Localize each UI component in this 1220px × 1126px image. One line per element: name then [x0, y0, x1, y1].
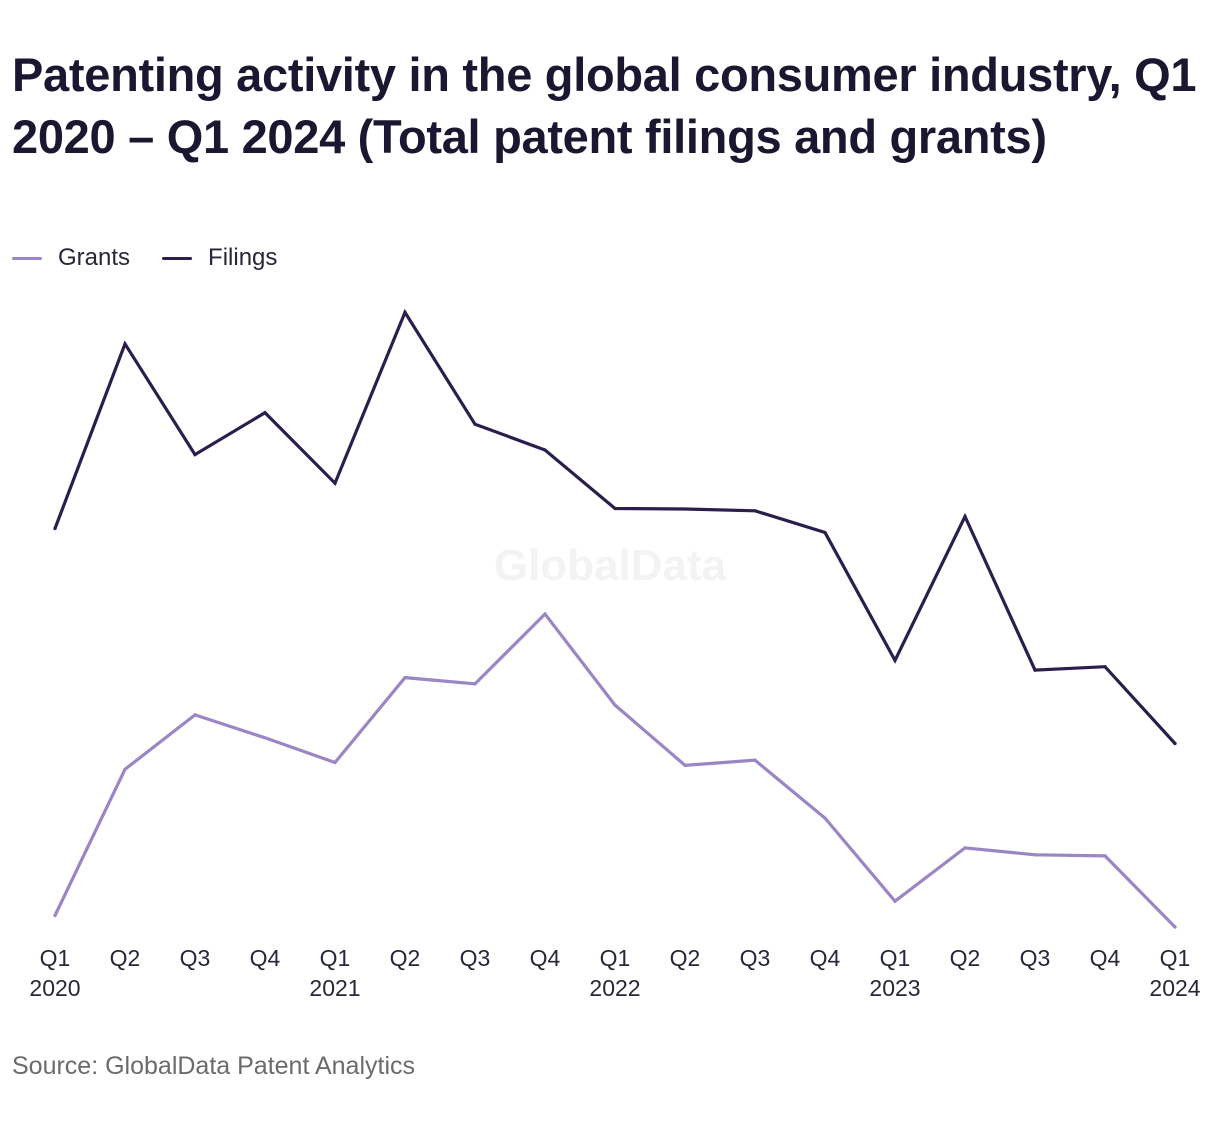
data-point-grants-1	[123, 767, 127, 771]
x-tick-label: Q1	[880, 945, 911, 971]
x-tick-label: Q2	[110, 945, 141, 971]
data-point-filings-6	[473, 422, 477, 426]
x-tick-year-label: 2020	[29, 975, 80, 1001]
data-point-grants-6	[473, 682, 477, 686]
source-note: Source: GlobalData Patent Analytics	[12, 1052, 416, 1080]
data-point-filings-2	[193, 452, 197, 457]
legend-swatch-filings	[162, 256, 193, 260]
x-tick-label: Q3	[460, 945, 491, 971]
series-line-grants	[53, 611, 1177, 929]
data-point-filings-12	[893, 658, 897, 662]
x-tick-label: Q2	[390, 945, 421, 971]
data-point-filings-16	[1173, 741, 1177, 746]
data-point-filings-4	[333, 481, 337, 485]
data-point-filings-14	[1033, 668, 1037, 672]
data-point-filings-15	[1103, 665, 1107, 669]
data-point-filings-5	[403, 310, 407, 314]
data-point-grants-15	[1103, 854, 1107, 858]
x-tick-year-label: 2023	[869, 975, 920, 1001]
legend-item-filings: Filings	[162, 244, 277, 272]
data-point-filings-8	[613, 506, 617, 511]
x-tick-label: Q4	[1090, 945, 1121, 971]
legend-label-filings: Filings	[208, 244, 278, 271]
data-point-filings-10	[753, 509, 757, 513]
data-point-grants-3	[263, 736, 267, 740]
data-point-grants-5	[403, 676, 407, 680]
legend-item-grants: Grants	[12, 244, 130, 272]
data-point-grants-10	[753, 758, 757, 762]
watermark: GlobalData	[494, 541, 727, 590]
x-tick-label: Q4	[250, 945, 281, 971]
x-tick-label: Q3	[180, 945, 211, 971]
x-tick-label: Q1	[1160, 945, 1191, 971]
data-point-filings-7	[543, 448, 547, 452]
x-tick-year-label: 2024	[1149, 975, 1200, 1001]
data-point-grants-9	[683, 763, 687, 767]
data-point-filings-13	[963, 514, 967, 519]
series-line-filings	[53, 308, 1177, 746]
x-tick-label: Q2	[950, 945, 981, 971]
data-point-filings-3	[263, 411, 267, 415]
x-tick-label: Q4	[530, 945, 561, 971]
x-tick-label: Q3	[1020, 945, 1051, 971]
legend-swatch-grants	[12, 256, 42, 260]
chart-area: GlobalData Q1 2020 Q2 Q3 Q4 Q1 2021 Q2 Q3 Q4 Q1 2022…	[0, 290, 1220, 1010]
data-point-grants-16	[1173, 925, 1177, 929]
chart-title: Patenting activity in the global consume…	[12, 48, 1197, 163]
x-tick-label: Q1	[320, 945, 351, 971]
data-point-grants-13	[963, 846, 967, 850]
x-tick-label: Q4	[810, 945, 841, 971]
data-point-filings-9	[683, 507, 687, 511]
legend: Grants Filings	[12, 240, 309, 276]
legend-label-grants: Grants	[58, 244, 131, 271]
data-point-grants-8	[613, 703, 617, 707]
x-tick-label: Q1	[40, 945, 71, 971]
data-point-filings-0	[53, 526, 57, 531]
data-point-grants-14	[1033, 853, 1037, 857]
x-tick-year-label: 2022	[589, 975, 640, 1001]
data-point-grants-2	[193, 713, 197, 717]
x-tick-label: Q1	[600, 945, 631, 971]
data-point-grants-12	[893, 899, 897, 903]
data-point-grants-11	[823, 816, 827, 820]
data-point-filings-11	[823, 530, 827, 535]
data-point-grants-4	[333, 760, 337, 765]
x-tick-label: Q2	[670, 945, 701, 971]
data-point-filings-1	[123, 342, 127, 346]
data-point-grants-7	[543, 612, 547, 616]
x-tick-year-label: 2021	[309, 975, 360, 1001]
data-point-grants-0	[53, 913, 57, 918]
x-tick-label: Q3	[740, 945, 771, 971]
line-chart: GlobalData Q1 2020 Q2 Q3 Q4 Q1 2021 Q2 Q3 Q4 Q1 2022…	[29, 308, 1201, 1001]
